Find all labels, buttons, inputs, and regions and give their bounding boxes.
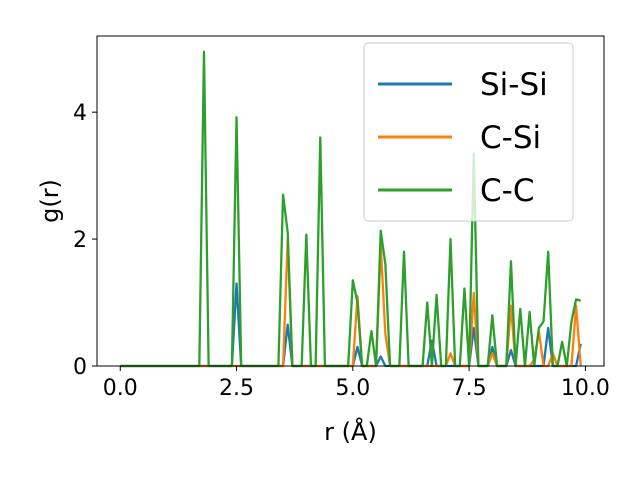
x-tick-label: 2.5 <box>219 376 254 401</box>
y-axis: 0 2 4 <box>73 101 97 380</box>
plot-frame <box>96 35 605 367</box>
x-axis-label: r (Å) <box>324 417 377 446</box>
legend-label: C-Si <box>480 120 541 156</box>
y-tick-label: 0 <box>73 355 87 380</box>
legend-box <box>363 42 574 222</box>
legend-label: C-C <box>480 173 534 209</box>
x-tick-label: 5.0 <box>335 376 370 401</box>
y-tick-label: 2 <box>73 228 87 253</box>
y-tick-label: 4 <box>73 101 87 126</box>
y-axis-label: g(r) <box>36 179 64 223</box>
x-tick-label: 7.5 <box>452 376 487 401</box>
x-tick-label: 10.0 <box>561 376 610 401</box>
legend: Si-Si C-Si C-C <box>363 42 574 222</box>
legend-label: Si-Si <box>480 67 548 103</box>
x-axis: 0.0 2.5 5.0 7.5 10.0 <box>103 366 610 401</box>
x-tick-label: 0.0 <box>103 376 138 401</box>
